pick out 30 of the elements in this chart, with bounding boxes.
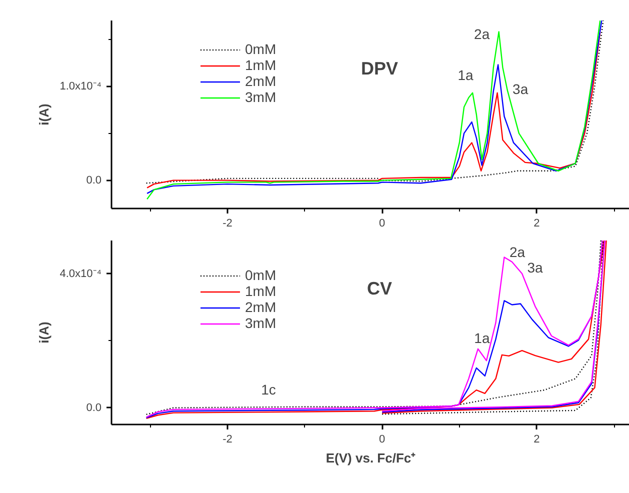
legend-label: 2mM xyxy=(245,299,276,315)
annotation: 3a xyxy=(527,260,544,276)
annotation: 1c xyxy=(261,382,276,398)
x-tick-label: -2 xyxy=(222,218,232,230)
y-tick-label: 1.0x10⁻⁴ xyxy=(60,80,102,92)
y-tick-label: 0.0 xyxy=(86,402,102,414)
annotation: 2a xyxy=(474,26,490,42)
annotation: 2a xyxy=(509,244,526,260)
annotation: 3a xyxy=(512,81,528,98)
legend-label: 0mM xyxy=(245,267,276,283)
y-tick-label: 0.0 xyxy=(86,174,102,186)
legend-label: 0mM xyxy=(245,41,276,57)
y-tick-label: 4.0x10⁻⁴ xyxy=(60,268,102,280)
x-tick-label: 2 xyxy=(534,434,540,446)
legend-label: 1mM xyxy=(245,57,276,73)
annotation: 1a xyxy=(474,330,490,346)
text: DPV xyxy=(360,58,398,78)
y-axis-title: i(A) xyxy=(36,104,52,126)
text: CV xyxy=(367,278,392,298)
x-tick-label: 2 xyxy=(534,218,540,230)
annotation: 1a xyxy=(458,66,474,83)
y-axis-title: i(A) xyxy=(36,322,52,344)
x-axis-title: E(V) vs. Fc/Fc⁺ xyxy=(326,450,416,466)
x-tick-label: 0 xyxy=(379,434,386,446)
legend-label: 2mM xyxy=(245,73,276,89)
x-tick-label: -2 xyxy=(222,434,232,446)
legend-label: 3mM xyxy=(245,89,276,105)
legend-label: 1mM xyxy=(245,283,276,299)
x-tick-label: 0 xyxy=(379,218,386,230)
legend-label: 3mM xyxy=(245,315,276,331)
